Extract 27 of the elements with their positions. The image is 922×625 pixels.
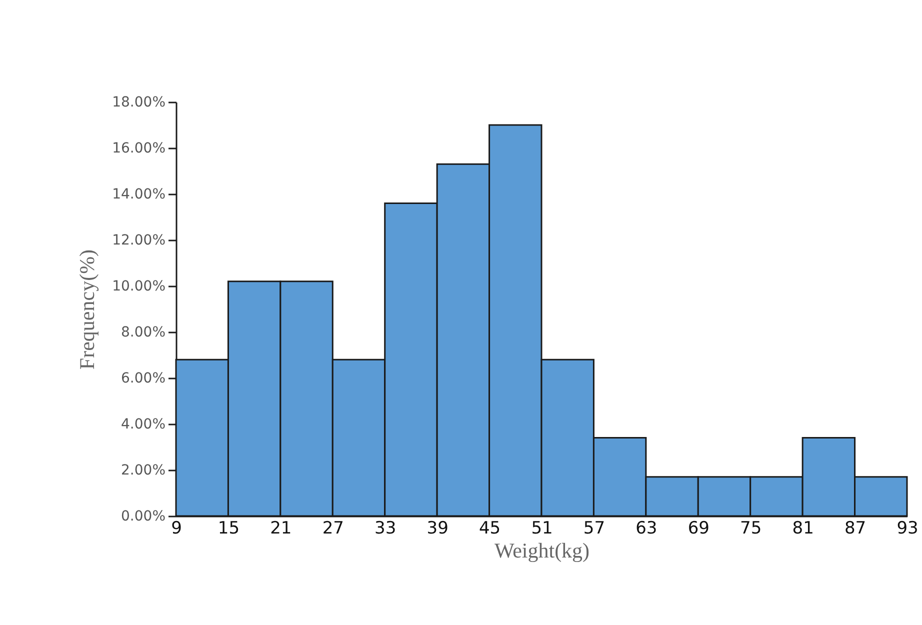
y-tick-label: 0.00% xyxy=(121,508,166,524)
x-tick-label: 39 xyxy=(426,518,448,538)
x-tick-label: 9 xyxy=(171,518,182,538)
y-tick-label: 2.00% xyxy=(121,462,166,478)
x-tick-label: 63 xyxy=(636,518,658,538)
x-tick-label: 69 xyxy=(688,518,710,538)
y-tick-label: 8.00% xyxy=(121,324,166,340)
x-tick-label: 57 xyxy=(583,518,606,538)
x-axis-title: Weight(kg) xyxy=(494,538,590,562)
x-tick-label: 81 xyxy=(792,518,814,538)
x-tick-label: 87 xyxy=(844,518,866,538)
x-tick-label: 45 xyxy=(478,518,501,538)
y-tick-label: 14.00% xyxy=(112,186,166,202)
y-tick-label: 16.00% xyxy=(112,140,166,156)
y-tick-label: 4.00% xyxy=(121,416,166,432)
y-axis-title: Frequency(%) xyxy=(75,249,100,370)
x-tick-label: 33 xyxy=(374,518,396,538)
y-tick-label: 10.00% xyxy=(112,278,166,294)
y-tick-label: 12.00% xyxy=(112,232,166,248)
x-tick-label: 21 xyxy=(270,518,292,538)
x-tick-label: 93 xyxy=(896,518,918,538)
x-tick-label: 27 xyxy=(322,518,344,538)
y-tick-label: 18.00% xyxy=(112,94,166,110)
x-tick-label: 75 xyxy=(740,518,762,538)
x-tick-label: 51 xyxy=(531,518,553,538)
x-tick-label: 15 xyxy=(218,518,240,538)
y-tick-label: 6.00% xyxy=(121,370,166,386)
